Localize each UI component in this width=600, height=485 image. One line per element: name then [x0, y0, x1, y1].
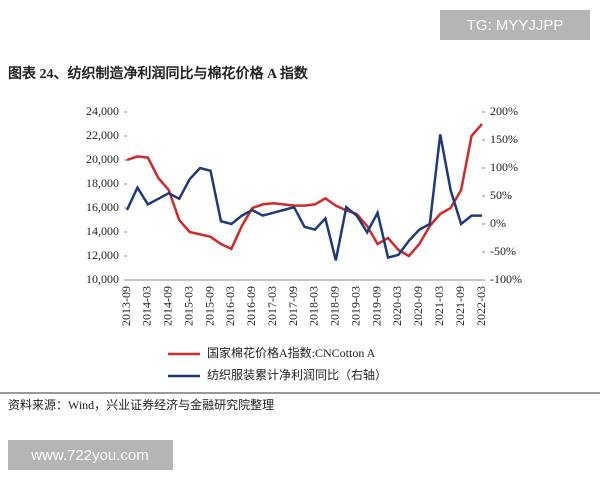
watermark-box: [440, 10, 590, 40]
y-tick-label: 14,000: [86, 224, 119, 238]
y2-tick-label: 50%: [490, 188, 512, 202]
x-tick-label: 2020-09: [411, 286, 425, 326]
y2-tick-label: -100%: [490, 272, 522, 286]
x-tick-label: 2014-03: [140, 286, 154, 326]
y-tick-label: 12,000: [86, 248, 119, 262]
y2-tick-label: 100%: [490, 160, 518, 174]
x-tick-label: 2020-03: [390, 286, 404, 326]
x-tick-label: 2018-03: [307, 286, 321, 326]
chart-title: 图表 24、纺织制造净利润同比与棉花价格 A 指数: [8, 65, 309, 82]
x-tick-label: 2021-09: [453, 286, 467, 326]
y-tick-label: 10,000: [86, 272, 119, 286]
legend-label: 国家棉花价格A指数:CNCotton A: [207, 345, 376, 360]
watermark: www.722you.com: [30, 447, 149, 464]
x-tick-label: 2015-03: [181, 286, 195, 326]
x-tick-label: 2017-03: [265, 286, 279, 326]
x-tick-label: 2017-09: [286, 286, 300, 326]
x-tick-label: 2019-03: [348, 286, 362, 326]
x-tick-label: 2022-03: [474, 286, 488, 326]
x-tick-label: 2015-09: [202, 286, 216, 326]
y2-tick-label: 0%: [490, 216, 506, 230]
series-line: [126, 123, 483, 258]
x-tick-label: 2018-09: [328, 286, 342, 326]
y-tick-label: 22,000: [86, 128, 119, 142]
y-tick-label: 20,000: [86, 152, 119, 166]
y2-tick-label: 150%: [490, 132, 518, 146]
y2-tick-label: -50%: [490, 244, 516, 258]
legend-label: 纺织服装累计净利润同比（右轴）: [207, 367, 387, 382]
y-tick-label: 18,000: [86, 176, 119, 190]
x-tick-label: 2016-09: [244, 286, 258, 326]
x-tick-label: 2013-09: [119, 286, 133, 326]
source: 资料来源：Wind，兴业证券经济与金融研究院整理: [8, 397, 274, 412]
y2-tick-label: 200%: [490, 104, 518, 118]
x-tick-label: 2014-09: [161, 286, 175, 326]
x-tick-label: 2019-09: [369, 286, 383, 326]
watermark-box: [8, 440, 173, 470]
x-tick-label: 2016-03: [223, 286, 237, 326]
y-tick-label: 24,000: [86, 104, 119, 118]
watermark: TG: MYYJJPP: [467, 17, 564, 34]
y-tick-label: 16,000: [86, 200, 119, 214]
series-line: [125, 134, 482, 261]
x-tick-label: 2021-03: [432, 286, 446, 326]
